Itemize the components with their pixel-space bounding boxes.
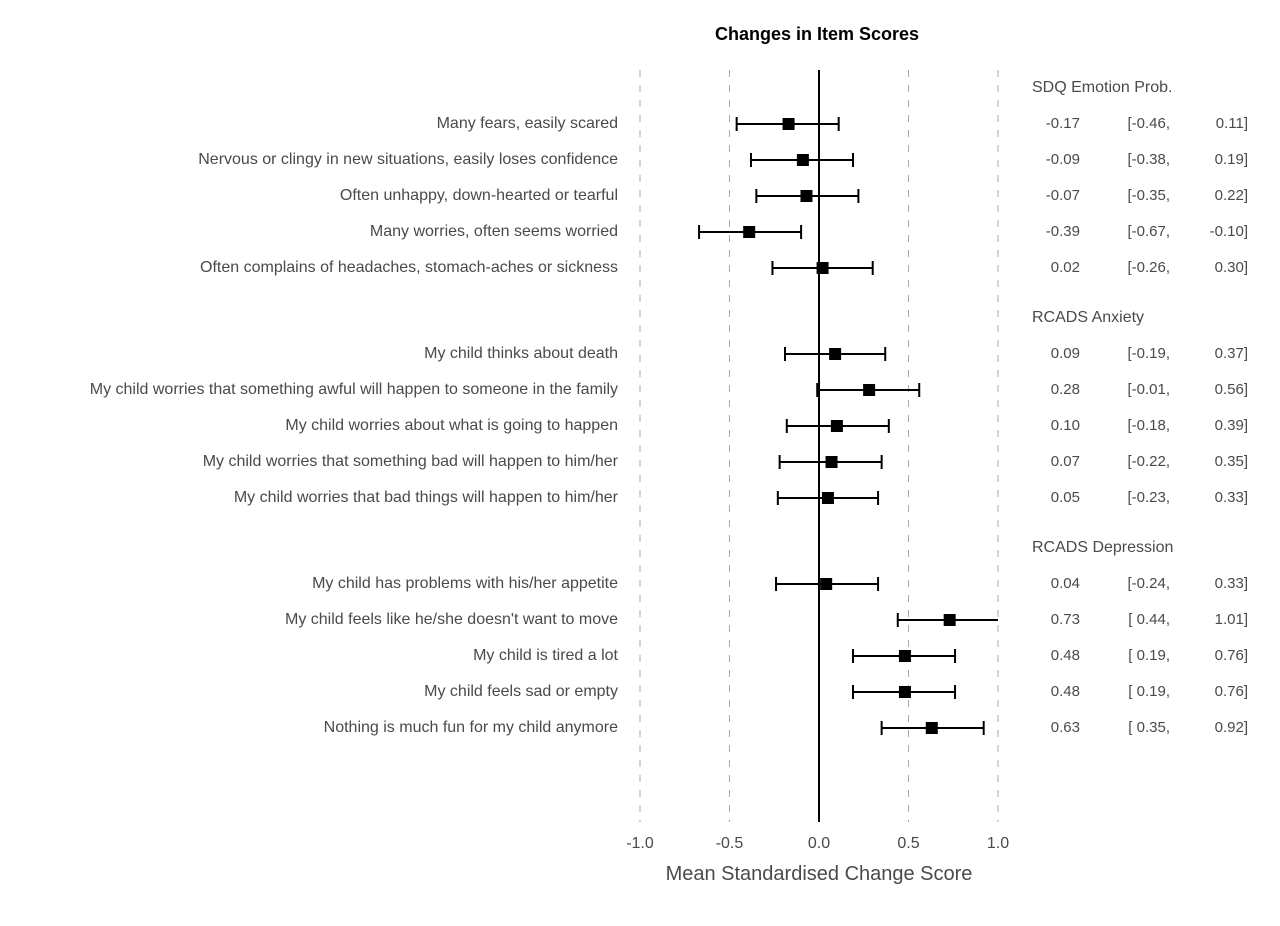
stat-hi: 0.56] <box>1215 381 1248 398</box>
stat-hi: 0.37] <box>1215 345 1248 362</box>
chart-title: Changes in Item Scores <box>715 24 919 44</box>
row-label: My child worries about what is going to … <box>285 417 618 434</box>
stat-mean: 0.73 <box>1051 611 1080 628</box>
stat-hi: 0.22] <box>1215 187 1248 204</box>
stat-mean: 0.48 <box>1051 683 1080 700</box>
stat-mean: 0.09 <box>1051 345 1080 362</box>
row-label: My child thinks about death <box>424 345 618 362</box>
stat-mean: 0.10 <box>1051 417 1080 434</box>
point-marker <box>863 384 875 396</box>
row-label: Often complains of headaches, stomach-ac… <box>200 259 618 276</box>
group-header: RCADS Depression <box>1032 539 1173 556</box>
point-marker <box>831 420 843 432</box>
stat-hi: 0.11] <box>1216 115 1248 132</box>
point-marker <box>743 226 755 238</box>
row-label: My child has problems with his/her appet… <box>312 575 618 592</box>
stat-mean: 0.07 <box>1051 453 1080 470</box>
stat-lo: [-0.24, <box>1127 575 1170 592</box>
group-header: SDQ Emotion Prob. <box>1032 79 1173 96</box>
stat-mean: -0.07 <box>1046 187 1080 204</box>
stat-mean: -0.39 <box>1046 223 1080 240</box>
row-label: My child worries that something bad will… <box>203 453 619 470</box>
stat-lo: [-0.35, <box>1127 187 1170 204</box>
group-header: RCADS Anxiety <box>1032 309 1144 326</box>
stat-mean: -0.17 <box>1046 115 1080 132</box>
forest-plot: -1.0 -0.5 0.0 0.5 1.0 Changes in Item Scores M… <box>0 0 1280 926</box>
stat-hi: 0.92] <box>1215 719 1248 736</box>
stat-lo: [ 0.35, <box>1128 719 1170 736</box>
stat-hi: 0.30] <box>1215 259 1248 276</box>
x-axis-label: Mean Standardised Change Score <box>666 863 973 885</box>
stat-hi: 0.19] <box>1215 151 1248 168</box>
row-label: Many worries, often seems worried <box>370 223 618 240</box>
point-marker <box>820 578 832 590</box>
point-marker <box>822 492 834 504</box>
row-label: My child worries that something awful wi… <box>90 381 618 398</box>
row-label: My child worries that bad things will ha… <box>234 489 619 506</box>
stat-lo: [-0.67, <box>1127 223 1170 240</box>
stat-hi: 0.76] <box>1215 647 1248 664</box>
point-marker <box>800 190 812 202</box>
stat-hi: 1.01] <box>1215 611 1248 628</box>
point-marker <box>899 686 911 698</box>
point-marker <box>926 722 938 734</box>
row-label: My child feels like he/she doesn't want … <box>285 611 618 628</box>
stat-hi: 0.33] <box>1215 489 1248 506</box>
x-tick-label: 0.5 <box>897 835 919 852</box>
stat-hi: 0.39] <box>1215 417 1248 434</box>
stat-lo: [-0.19, <box>1127 345 1170 362</box>
stat-mean: 0.28 <box>1051 381 1080 398</box>
row-label: Nothing is much fun for my child anymore <box>324 719 618 736</box>
stat-lo: [-0.23, <box>1127 489 1170 506</box>
stat-hi: 0.35] <box>1215 453 1248 470</box>
stat-hi: 0.33] <box>1215 575 1248 592</box>
point-marker <box>826 456 838 468</box>
row-label: Many fears, easily scared <box>437 115 618 132</box>
point-marker <box>829 348 841 360</box>
stat-lo: [-0.26, <box>1127 259 1170 276</box>
stat-mean: 0.02 <box>1051 259 1080 276</box>
point-marker <box>899 650 911 662</box>
row-label: Nervous or clingy in new situations, eas… <box>198 151 618 168</box>
point-marker <box>783 118 795 130</box>
row-label: Often unhappy, down-hearted or tearful <box>340 187 618 204</box>
stat-mean: -0.09 <box>1046 151 1080 168</box>
stat-mean: 0.48 <box>1051 647 1080 664</box>
stat-lo: [-0.18, <box>1127 417 1170 434</box>
row-label: My child feels sad or empty <box>424 683 618 700</box>
stat-mean: 0.63 <box>1051 719 1080 736</box>
stat-mean: 0.05 <box>1051 489 1080 506</box>
stat-hi: 0.76] <box>1215 683 1248 700</box>
point-marker <box>797 154 809 166</box>
x-tick-label: -1.0 <box>626 835 654 852</box>
x-tick-label: 1.0 <box>987 835 1009 852</box>
stat-lo: [ 0.19, <box>1128 683 1170 700</box>
point-marker <box>944 614 956 626</box>
stat-lo: [ 0.19, <box>1128 647 1170 664</box>
stat-lo: [-0.22, <box>1127 453 1170 470</box>
stat-lo: [ 0.44, <box>1128 611 1170 628</box>
row-label: My child is tired a lot <box>473 647 618 664</box>
stat-lo: [-0.01, <box>1127 381 1170 398</box>
x-tick-label: 0.0 <box>808 835 830 852</box>
stat-mean: 0.04 <box>1051 575 1080 592</box>
stat-lo: [-0.46, <box>1127 115 1170 132</box>
x-tick-label: -0.5 <box>716 835 744 852</box>
stat-lo: [-0.38, <box>1127 151 1170 168</box>
stat-hi: -0.10] <box>1210 223 1248 240</box>
point-marker <box>817 262 829 274</box>
